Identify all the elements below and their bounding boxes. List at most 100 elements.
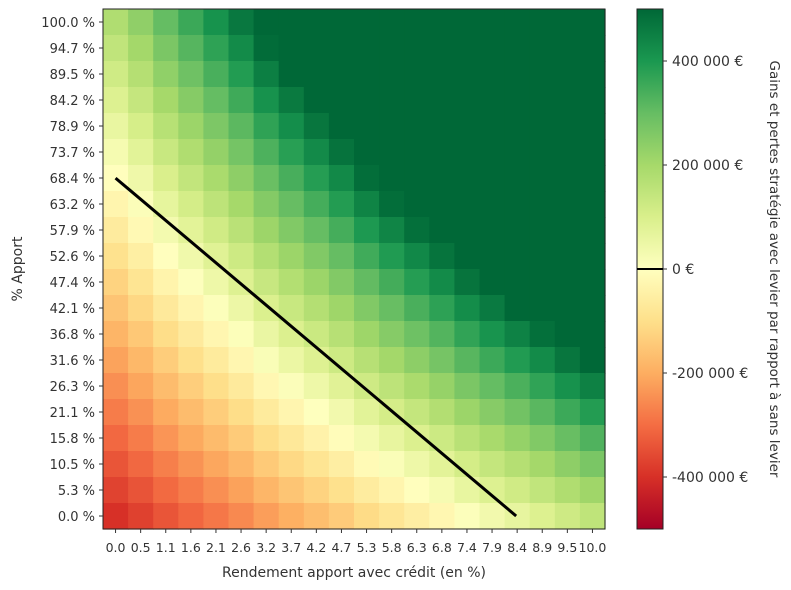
heatmap-cell [253, 477, 280, 504]
heatmap-cell [554, 217, 581, 244]
heatmap-cell [429, 347, 455, 374]
x-tick-label: 2.1 [206, 540, 226, 555]
x-tick-label: 4.7 [332, 540, 352, 555]
heatmap-cell [429, 217, 455, 244]
heatmap-cell [504, 35, 531, 62]
heatmap-cell [328, 451, 355, 478]
heatmap-cell [429, 61, 455, 88]
heatmap-cell [429, 113, 455, 140]
heatmap-cell [153, 295, 179, 322]
heatmap-cell [328, 243, 355, 270]
heatmap-cell [278, 347, 305, 374]
heatmap-cell [579, 87, 606, 114]
heatmap-cell [404, 347, 430, 374]
heatmap-cell [303, 451, 330, 478]
heatmap-cell [128, 9, 154, 36]
heatmap-cell [328, 139, 355, 166]
heatmap-cell [429, 503, 455, 530]
heatmap-cell [153, 87, 179, 114]
heatmap-cell [554, 9, 581, 36]
heatmap-cell [303, 61, 330, 88]
heatmap-cell [354, 373, 380, 400]
heatmap-cell [379, 61, 405, 88]
heatmap-cell [228, 191, 255, 218]
y-tick-label: 21.1 % [50, 406, 95, 421]
heatmap-cell [303, 503, 330, 530]
heatmap-cell [529, 399, 556, 426]
heatmap-cell [379, 373, 405, 400]
heatmap-cell [203, 113, 230, 140]
heatmap-cell [554, 113, 581, 140]
heatmap-cell [128, 243, 154, 270]
heatmap-cell [554, 35, 581, 62]
heatmap-cell [278, 9, 305, 36]
heatmap-cell [379, 139, 405, 166]
heatmap-cell [554, 139, 581, 166]
heatmap-cell [454, 217, 481, 244]
heatmap-cell [203, 35, 230, 62]
heatmap-cell [278, 243, 305, 270]
heatmap-cell [178, 217, 204, 244]
heatmap-cell [128, 139, 154, 166]
heatmap-cell [379, 425, 405, 452]
heatmap-cell [579, 425, 606, 452]
heatmap-cell [178, 269, 204, 296]
heatmap-cell [554, 425, 581, 452]
x-tick-label: 5.3 [357, 540, 377, 555]
heatmap-cell [103, 243, 129, 270]
heatmap-cell [203, 61, 230, 88]
heatmap-cell [153, 425, 179, 452]
heatmap-cell [379, 113, 405, 140]
heatmap-cell [579, 295, 606, 322]
heatmap-cell [253, 217, 280, 244]
heatmap-cell [379, 295, 405, 322]
heatmap-cell [454, 269, 481, 296]
y-tick-label: 52.6 % [50, 250, 95, 265]
heatmap-cell [554, 373, 581, 400]
heatmap-cell [103, 113, 129, 140]
heatmap-cell [228, 373, 255, 400]
heatmap-cell [404, 373, 430, 400]
heatmap-cell [404, 503, 430, 530]
heatmap-cell [429, 165, 455, 192]
heatmap-cell [454, 373, 481, 400]
heatmap-cell [278, 61, 305, 88]
heatmap-cell [103, 503, 129, 530]
heatmap-cell [579, 399, 606, 426]
heatmap-cell [128, 295, 154, 322]
heatmap-cell [404, 399, 430, 426]
heatmap-cell [153, 35, 179, 62]
heatmap-cell [153, 373, 179, 400]
heatmap-cell [404, 165, 430, 192]
heatmap-cell [253, 373, 280, 400]
heatmap-cell [504, 373, 531, 400]
heatmap-cell [228, 35, 255, 62]
heatmap-cell [178, 295, 204, 322]
heatmap-cell [479, 61, 506, 88]
heatmap-cell [404, 9, 430, 36]
heatmap-cell [253, 113, 280, 140]
heatmap-cell [278, 451, 305, 478]
heatmap-cell [579, 321, 606, 348]
heatmap-cell [203, 165, 230, 192]
heatmap-cell [379, 347, 405, 374]
heatmap-cell [103, 295, 129, 322]
heatmap-cell [579, 347, 606, 374]
heatmap-cell [454, 165, 481, 192]
heatmap-cell [554, 477, 581, 504]
heatmap-cell [203, 269, 230, 296]
heatmap-cell [203, 87, 230, 114]
heatmap-cell [228, 113, 255, 140]
heatmap-cell [203, 9, 230, 36]
heatmap-cell [354, 295, 380, 322]
x-tick-label: 7.9 [482, 540, 502, 555]
heatmap-cell [404, 87, 430, 114]
heatmap-cell [128, 191, 154, 218]
heatmap-cell [554, 61, 581, 88]
heatmap-cell [303, 269, 330, 296]
heatmap-cell [103, 269, 129, 296]
heatmap-cell [153, 61, 179, 88]
heatmap-cell [228, 243, 255, 270]
heatmap-cell [429, 9, 455, 36]
heatmap-cell [278, 217, 305, 244]
